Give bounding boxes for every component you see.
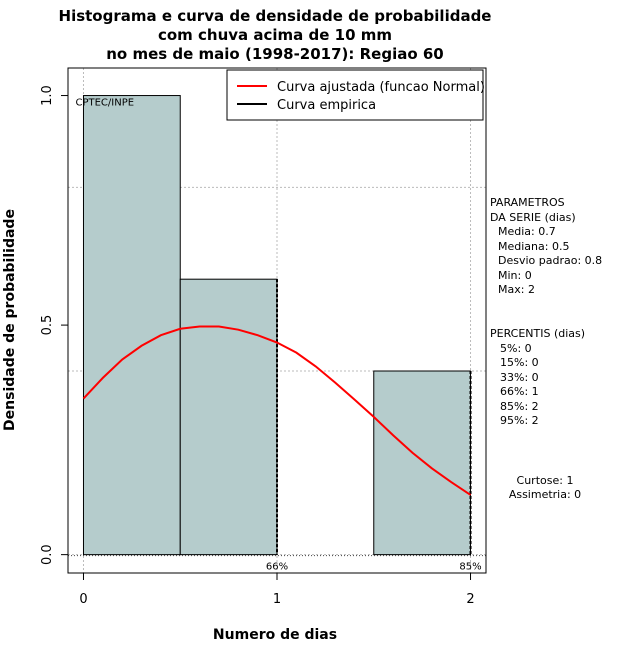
percentile-label: 85%	[459, 562, 481, 573]
legend-label: Curva empirica	[277, 98, 376, 113]
percentile-5: 5%: 0	[500, 341, 532, 355]
x-tick-label: 2	[466, 592, 474, 607]
title-line: no mes de maio (1998-2017): Regiao 60	[106, 45, 444, 63]
shape-stats: Curtose: 1 Assimetria: 0	[500, 474, 590, 502]
param-media: Media: 0.7	[498, 225, 556, 238]
title-line: Histograma e curva de densidade de proba…	[59, 7, 492, 25]
histogram-bar	[179, 278, 278, 556]
param-min: Min: 0	[498, 268, 532, 282]
params-title-1: PARAMETROS	[490, 196, 565, 209]
percentile-15: 15%: 0	[500, 356, 539, 369]
legend-box	[226, 69, 484, 121]
x-tick-label: 1	[273, 592, 281, 607]
percentile-85: 85%: 2	[500, 399, 539, 413]
legend: Curva ajustada (funcao Normal) Curva empi…	[226, 69, 485, 121]
y-tick-label: 0.0	[40, 544, 55, 565]
histogram-bar	[82, 95, 181, 556]
percentiles-title: PERCENTIS (dias)	[490, 327, 586, 340]
params-title-2: DA SERIE (dias)	[490, 210, 576, 224]
histogram-bars: CPTEC/INPE	[75, 95, 472, 556]
normal-curve	[82, 325, 472, 496]
axes: 0 1 2 0.0 0.5 1.0 Numero de dias Densidade de p…	[2, 67, 487, 643]
param-desvio: Desvio padrao: 0.8	[498, 254, 603, 267]
param-max: Max: 2	[498, 283, 535, 296]
series-parameters: PARAMETROS DA SERIE (dias) Media: 0.7 Me…	[490, 196, 602, 298]
curtose: Curtose: 1	[516, 474, 574, 487]
percentile-95: 95%: 2	[500, 414, 539, 427]
x-axis-label: Numero de dias	[213, 627, 337, 643]
fitted-curve	[82, 325, 472, 496]
percentiles: PERCENTIS (dias) 5%: 0 15%: 0 33%: 0 66%…	[490, 327, 585, 429]
assimetria: Assimetria: 0	[508, 488, 582, 501]
histogram-bar	[373, 370, 472, 556]
x-tick-label: 0	[79, 592, 87, 607]
title-line: com chuva acima de 10 mm	[158, 26, 392, 44]
chart-title: Histograma e curva de densidade de proba…	[59, 7, 492, 63]
param-mediana: Mediana: 0.5	[498, 239, 570, 253]
legend-label: Curva ajustada (funcao Normal)	[277, 80, 485, 95]
y-tick-label: 1.0	[40, 85, 55, 106]
y-tick-label: 0.5	[40, 315, 55, 336]
percentile-66: 66%: 1	[500, 385, 539, 398]
percentile-marks: 66% 85%	[266, 279, 482, 573]
percentile-33: 33%: 0	[500, 370, 539, 384]
y-axis-label: Densidade de probabilidade	[2, 209, 18, 431]
percentile-label: 66%	[266, 562, 288, 573]
watermark: CPTEC/INPE	[75, 98, 134, 109]
